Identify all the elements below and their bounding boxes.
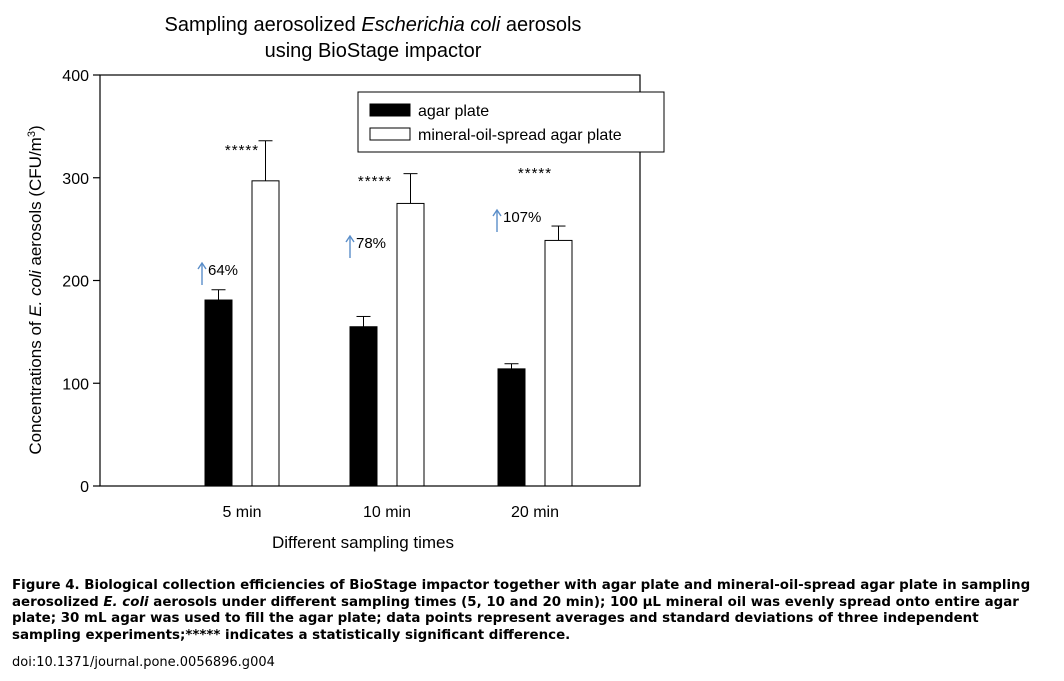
bar-mineral-oil-plate <box>544 239 573 487</box>
doi-link[interactable]: doi:10.1371/journal.pone.0056896.g004 <box>12 655 275 670</box>
annotations-group: ***** ***** ***** 64% 78% 107% <box>197 142 552 285</box>
y-tick-label: 300 <box>62 171 89 188</box>
legend-label-agar-plate: agar plate <box>418 103 489 120</box>
y-tick-label: 200 <box>62 274 89 291</box>
figure-caption: Figure 4. Biological collection efficien… <box>12 578 1052 644</box>
y-axis-title: Concentrations of E. coli aerosols (CFU/… <box>26 125 45 454</box>
bar-agar-plate <box>497 368 526 487</box>
x-axis: 5 min 10 min 20 min <box>222 504 559 521</box>
arrow-head <box>345 234 355 243</box>
bar-mineral-oil-plate <box>396 202 425 487</box>
x-tick-label: 5 min <box>222 504 261 521</box>
legend-swatch-agar-plate <box>369 103 411 117</box>
error-bars-group <box>211 140 566 369</box>
caption-part-2: aerosols under different sampling times … <box>12 594 1019 643</box>
increase-percent-label: 78% <box>356 235 386 252</box>
up-arrow-icon <box>345 234 355 258</box>
x-tick-label: 10 min <box>363 504 411 521</box>
figure-chart: Sampling aerosolized Escherichia coli ae… <box>26 14 665 552</box>
chart-title-line-1: Sampling aerosolized Escherichia coli ae… <box>165 14 582 36</box>
legend-label-mineral-oil-plate: mineral-oil-spread agar plate <box>418 127 622 144</box>
y-tick-label: 0 <box>80 479 89 496</box>
up-arrow-icon <box>492 208 502 232</box>
chart-title-line-2: using BioStage impactor <box>265 40 482 62</box>
legend-box <box>357 91 665 153</box>
plot-frame <box>99 74 641 487</box>
bar-mineral-oil-plate <box>251 180 280 487</box>
caption-text: Figure 4. Biological collection efficien… <box>12 578 1030 643</box>
increase-percent-label: 64% <box>208 262 238 279</box>
x-tick-label: 20 min <box>511 504 559 521</box>
bar-agar-plate <box>204 299 233 487</box>
bar-agar-plate <box>349 326 378 487</box>
caption-part-1: Figure 4. Biological collection efficien… <box>12 578 1031 610</box>
arrow-head <box>197 261 207 270</box>
significance-label: ***** <box>358 173 392 190</box>
bar-chart: Sampling aerosolized Escherichia coli ae… <box>26 14 665 552</box>
x-axis-title: Different sampling times <box>272 533 454 552</box>
y-tick-label: 100 <box>62 376 89 393</box>
legend: agar plate mineral-oil-spread agar plate <box>357 91 665 153</box>
bars-group <box>204 180 573 487</box>
arrow-head <box>492 208 502 217</box>
legend-swatch-mineral-oil-plate <box>369 127 411 141</box>
up-arrow-icon <box>197 261 207 285</box>
significance-label: ***** <box>518 165 552 182</box>
y-tick-label: 400 <box>62 68 89 85</box>
y-axis: 0 100 200 300 400 <box>62 68 100 496</box>
increase-percent-label: 107% <box>503 209 541 226</box>
significance-label: ***** <box>225 142 259 159</box>
caption-italic-term: E. coli <box>103 594 149 610</box>
